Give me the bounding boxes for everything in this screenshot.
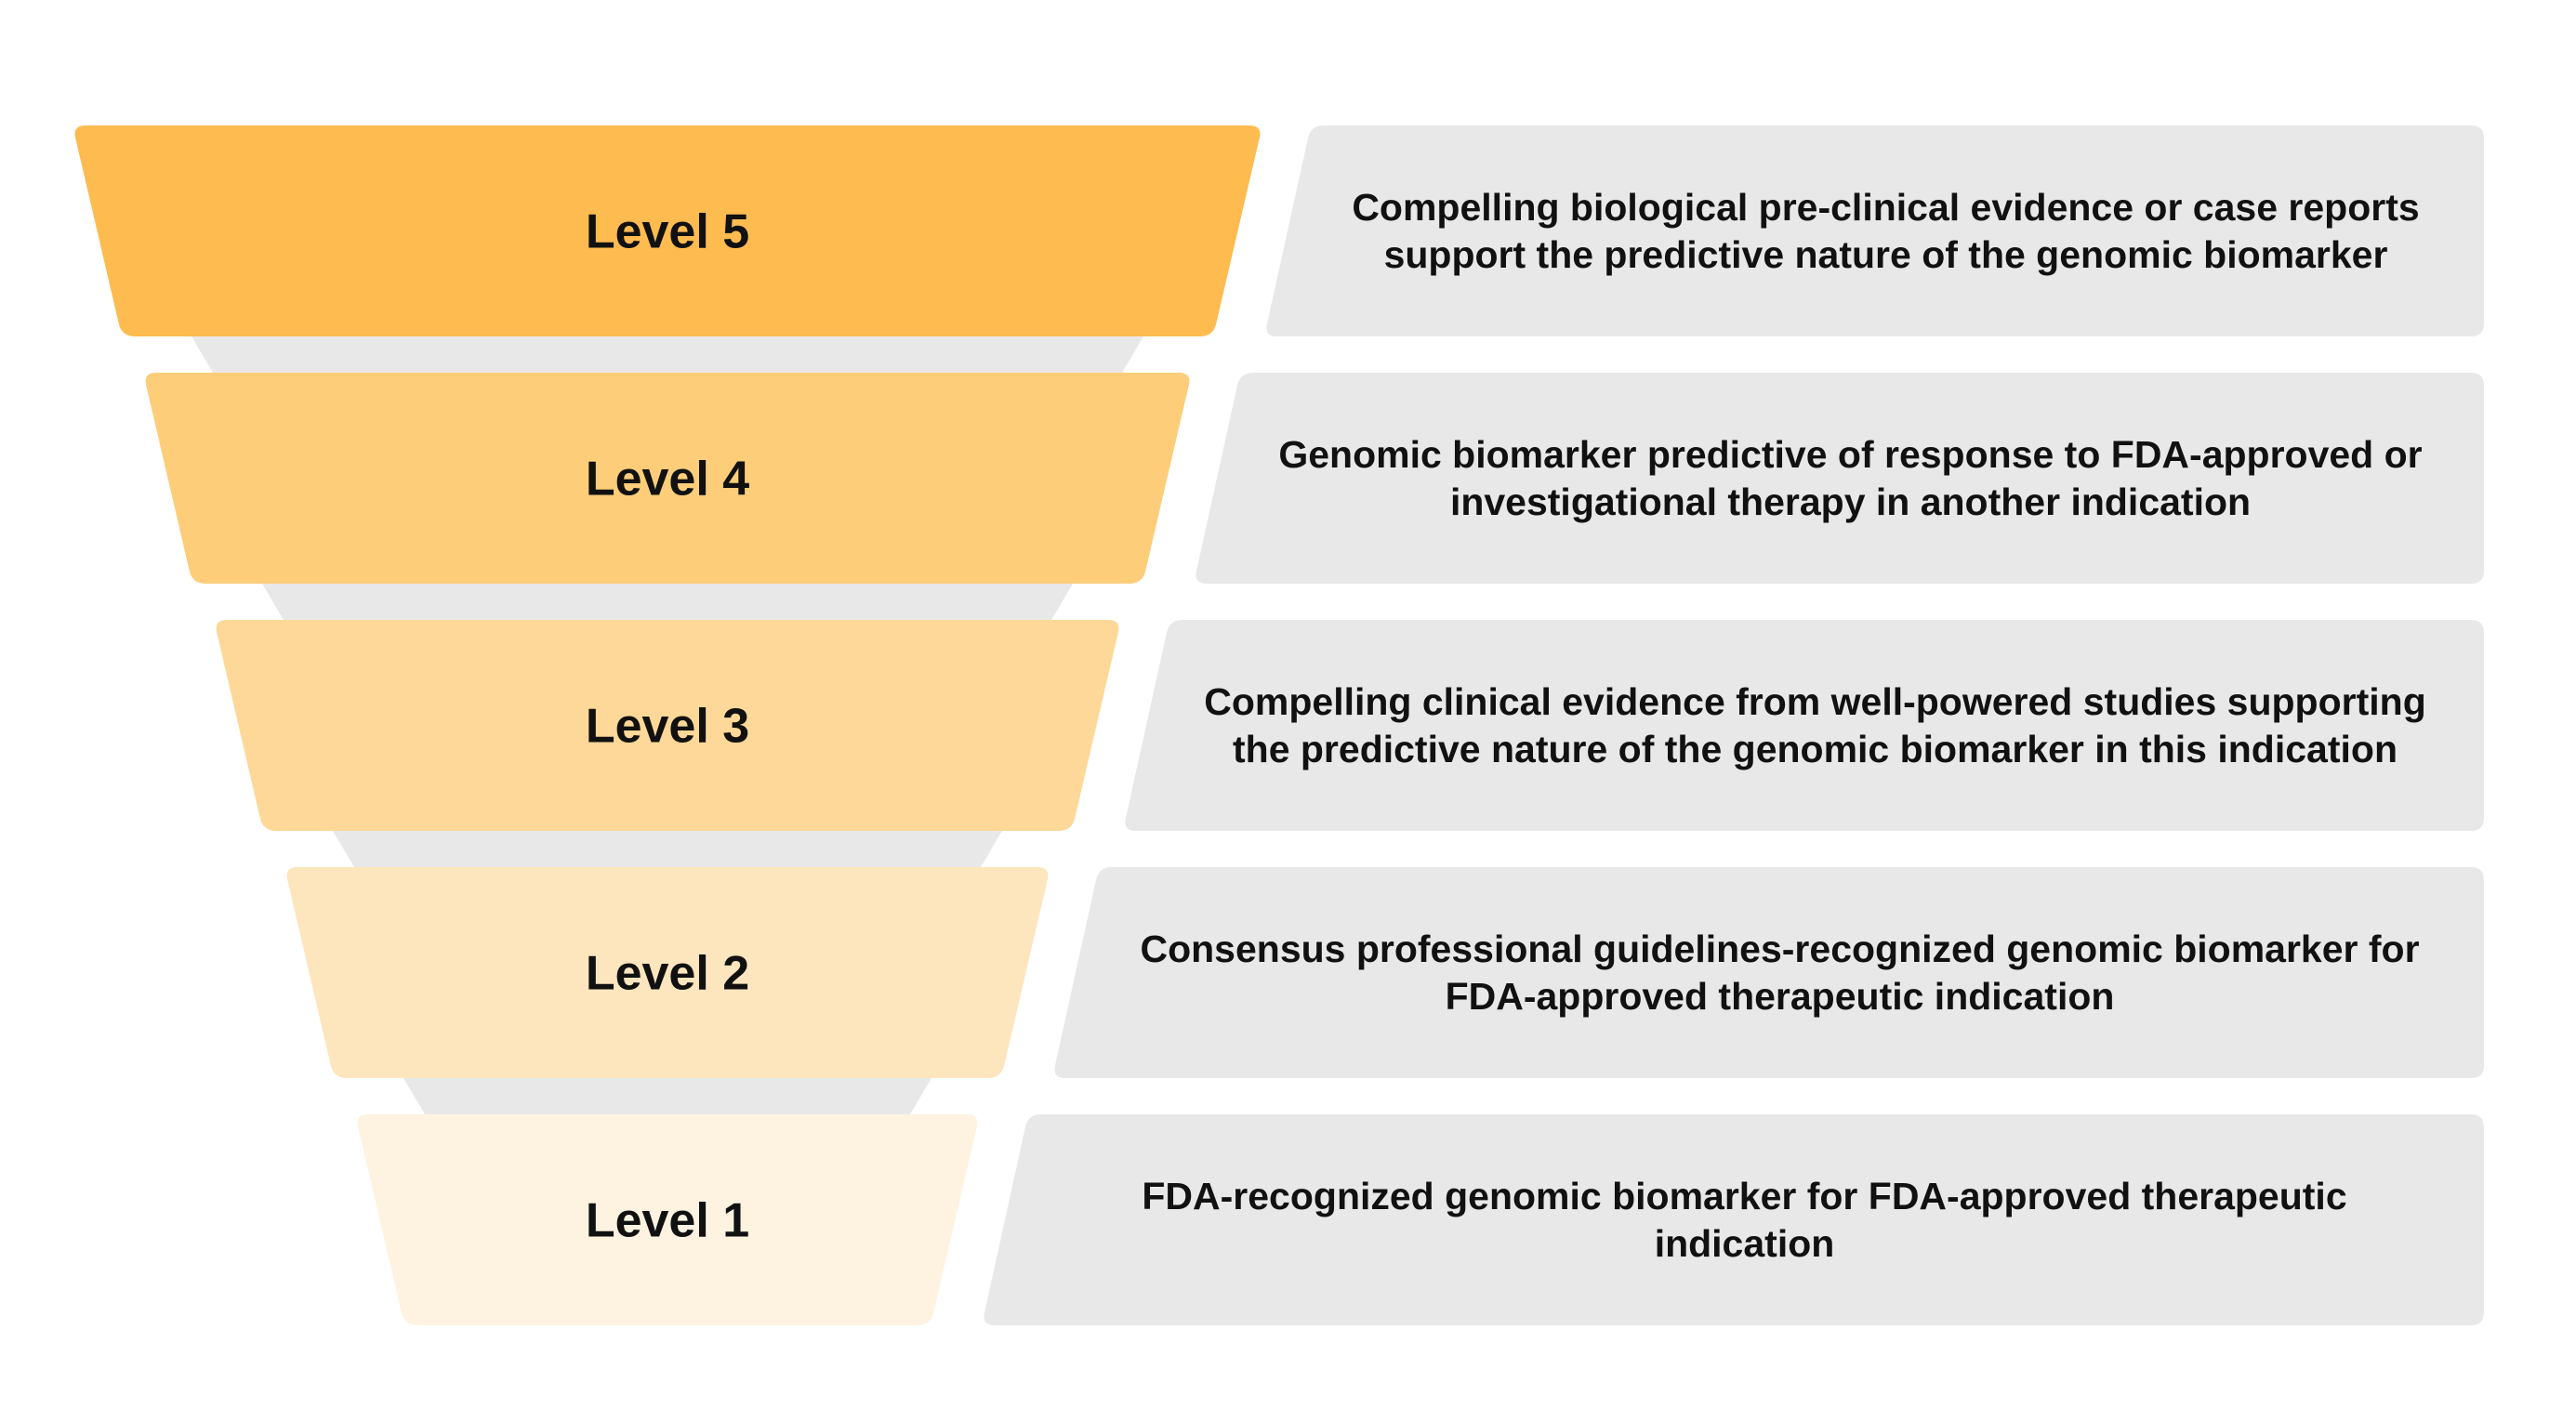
funnel-connector (192, 336, 1143, 373)
description-panel (984, 1114, 2484, 1325)
description-panel (1266, 125, 2484, 336)
funnel-level-3 (216, 620, 1119, 831)
description-line: indication (1655, 1222, 1835, 1265)
funnel-level-4 (145, 373, 1190, 584)
level-label: Level 4 (586, 453, 749, 507)
description-line: Compelling biological pre-clinical evide… (1352, 186, 2419, 229)
description-line: FDA-recognized genomic biomarker for FDA… (1142, 1175, 2346, 1217)
description-line: Genomic biomarker predictive of response… (1278, 433, 2422, 476)
funnel-connector (333, 831, 1002, 867)
funnel-levels: Level 5 Level 4 Level 3 Level 2 Level 1 (74, 125, 1261, 1325)
level-label: Level 2 (586, 947, 749, 1001)
level-label: Level 3 (586, 700, 749, 754)
description-panels: Compelling biological pre-clinical evide… (984, 125, 2484, 1325)
description-line: Consensus professional guidelines-recogn… (1140, 928, 2419, 970)
level-label: Level 5 (586, 205, 749, 259)
description-line: Compelling clinical evidence from well-p… (1204, 680, 2426, 723)
description-line: FDA-approved therapeutic indication (1446, 975, 2115, 1018)
description-line: investigational therapy in another indic… (1450, 480, 2251, 523)
description-line: support the predictive nature of the gen… (1384, 233, 2388, 276)
description-panel (1125, 620, 2484, 831)
description-panel (1054, 867, 2484, 1078)
funnel-level-2 (286, 867, 1049, 1078)
funnel-connector (403, 1078, 931, 1114)
funnel-connector (262, 584, 1073, 620)
description-panel (1196, 373, 2484, 584)
funnel-level-1 (357, 1114, 978, 1325)
description-line: the predictive nature of the genomic bio… (1233, 728, 2398, 770)
funnel-level-5 (74, 125, 1261, 336)
level-label: Level 1 (586, 1194, 749, 1248)
funnel-connectors (192, 336, 1143, 1114)
